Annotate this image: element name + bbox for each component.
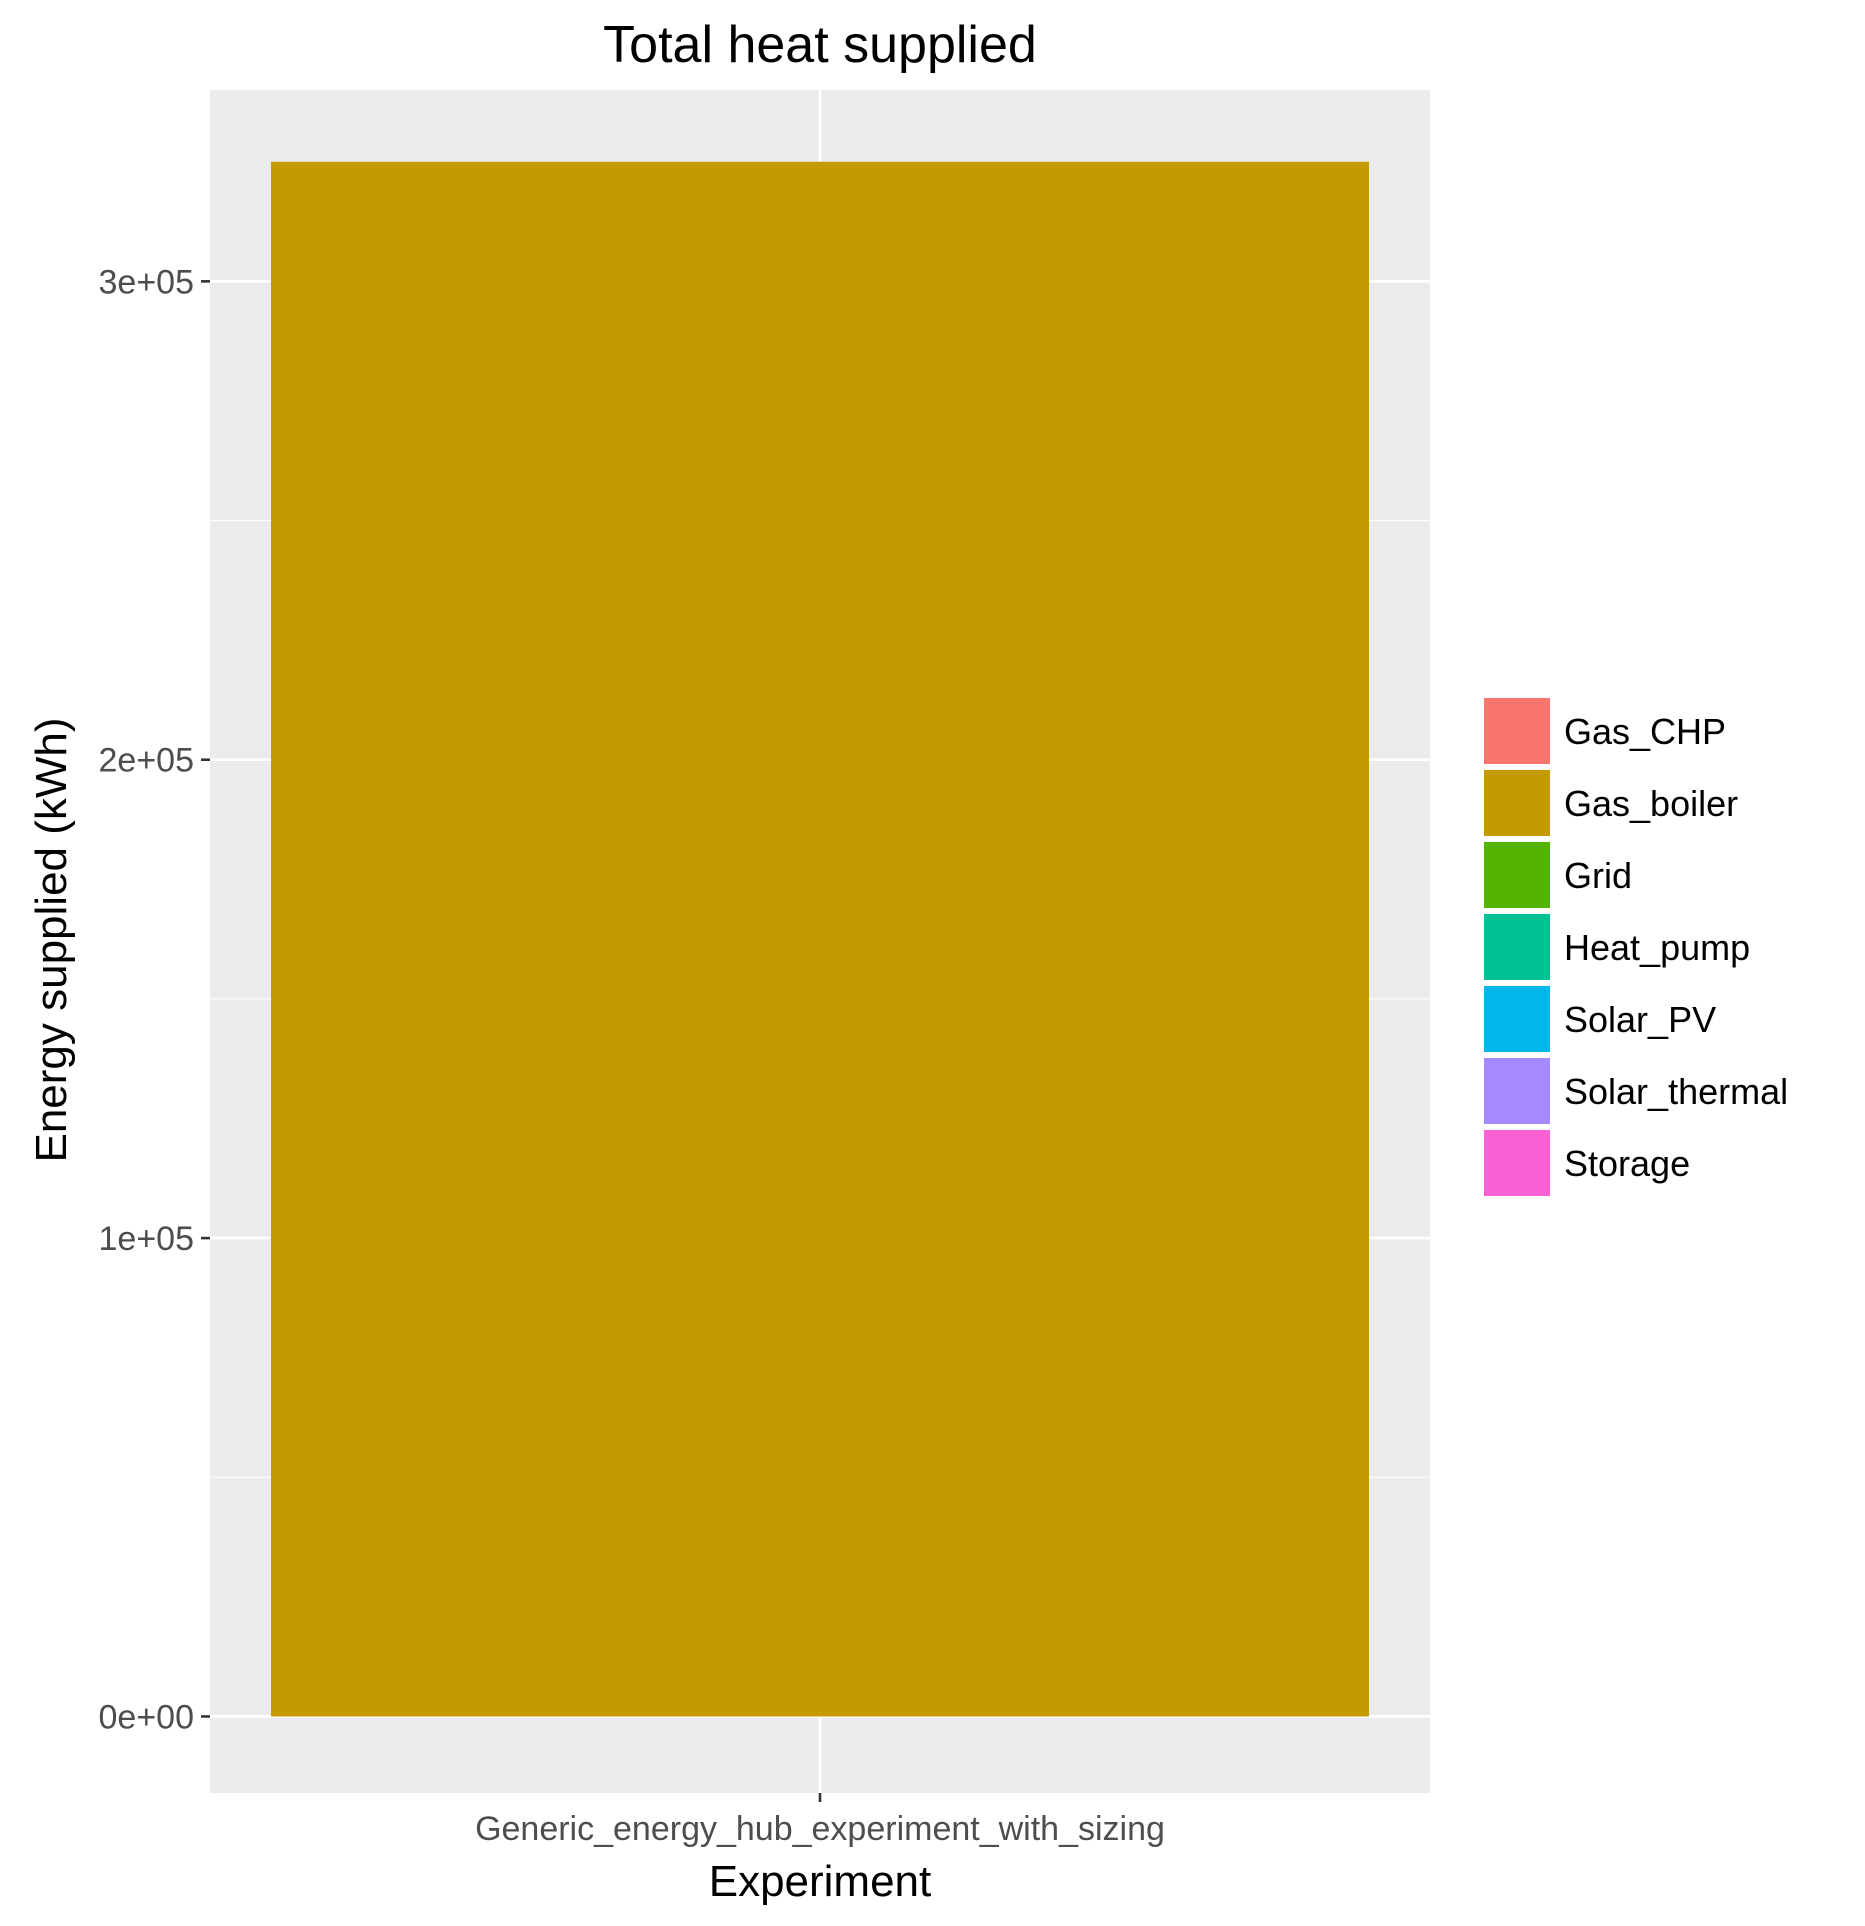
y-tick-label: 0e+00 [99,1698,195,1736]
bar-layer [271,161,1369,1717]
legend: Gas_CHP Gas_boiler Grid Heat_pump Solar_PV So… [1484,698,1788,1196]
legend-key-solar-thermal [1484,1058,1550,1124]
legend-key-storage [1484,1130,1550,1196]
bar-gas-boiler [271,161,1369,1717]
legend-label: Storage [1564,1143,1690,1184]
y-tick-label: 2e+05 [99,742,195,780]
legend-label: Grid [1564,855,1632,896]
y-tick-label: 3e+05 [99,263,195,301]
y-tick-label: 1e+05 [99,1220,195,1258]
legend-key-gas-boiler [1484,770,1550,836]
x-axis-title: Experiment [709,1857,932,1906]
legend-key-solar-pv [1484,986,1550,1052]
axis-layer: 0e+00 1e+05 2e+05 3e+05 Generic_energy_hub_e… [99,263,1165,1848]
y-axis-title: Energy supplied (kWh) [27,717,76,1162]
legend-key-grid [1484,842,1550,908]
chart-title: Total heat supplied [603,16,1037,74]
legend-label: Gas_CHP [1564,711,1726,752]
legend-label: Solar_PV [1564,999,1716,1040]
legend-label: Gas_boiler [1564,783,1738,824]
legend-key-gas-chp [1484,698,1550,764]
x-tick-label: Generic_energy_hub_experiment_with_sizin… [475,1810,1165,1848]
legend-key-heat-pump [1484,914,1550,980]
legend-label: Solar_thermal [1564,1071,1788,1112]
legend-label: Heat_pump [1564,927,1750,968]
